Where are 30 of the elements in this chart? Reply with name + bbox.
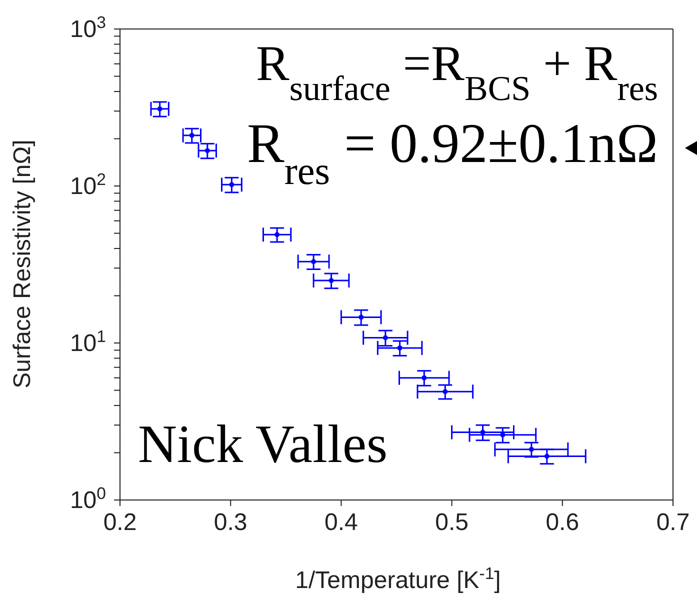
point [544,454,550,459]
x-tick-label: 0.3 [214,509,248,536]
x-tick-label: 0.2 [103,509,137,536]
point [397,345,402,350]
y-tick-label: 10$^{3}$ [70,12,106,43]
y-tick-label: 10$^{0}$ [70,484,106,514]
point [274,232,280,238]
point [189,132,194,138]
point [528,446,534,452]
y-axis-title: Surface Resistivity [nΩ] [9,140,36,388]
point [229,182,234,188]
x-tick-label: 0.4 [324,509,358,536]
x-tick-label: 0.7 [656,509,690,536]
point [358,314,364,320]
annotation: R$_{surface}$ =R$_{BCS}$ + R$_{res}$ [256,35,658,108]
y-tick-label: 10$^{1}$ [70,326,106,357]
point [422,375,427,380]
x-axis-title: 1/Temperature [K$^{-1}$] [295,564,501,594]
point [311,259,316,264]
point [204,148,210,154]
point [442,389,448,394]
point [157,106,162,112]
x-tick-label: 0.6 [546,509,580,536]
annotation: Nick Valles [138,414,388,474]
point [382,335,388,340]
point [328,278,334,284]
annotation: R$_{res}$ = 0.92±0.1nΩ [247,113,658,192]
y-tick-label: 10$^{2}$ [70,170,106,200]
x-tick-label: 0.5 [435,509,468,536]
point [480,430,486,435]
